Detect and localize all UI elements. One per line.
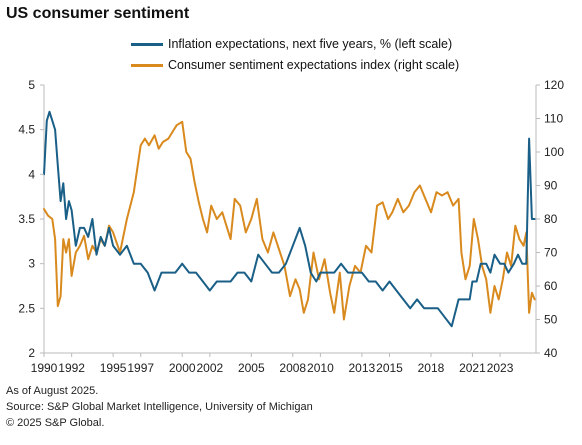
x-tick-label: 2008 bbox=[279, 361, 306, 375]
x-tick-label: 2013 bbox=[349, 361, 376, 375]
x-tick-label: 2021 bbox=[459, 361, 486, 375]
right-tick-label: 70 bbox=[544, 246, 558, 260]
footer-asof: As of August 2025. bbox=[6, 385, 99, 397]
x-tick-label: 1992 bbox=[58, 361, 85, 375]
left-tick-label: 5 bbox=[28, 78, 35, 92]
chart-title: US consumer sentiment bbox=[6, 5, 190, 22]
footer: As of August 2025. Source: S&P Global Ma… bbox=[6, 383, 313, 431]
x-tick-label: 2010 bbox=[307, 361, 334, 375]
legend-item-sentiment: Consumer sentiment expectations index (r… bbox=[131, 55, 459, 76]
right-tick-label: 60 bbox=[544, 279, 558, 293]
x-tick-label: 2015 bbox=[376, 361, 403, 375]
series-line-inflation-expectations bbox=[43, 110, 536, 328]
left-axis-ticks: 2 2.5 3 3.5 4 4.5 5 bbox=[18, 78, 44, 360]
series-layer bbox=[43, 110, 536, 328]
right-tick-label: 100 bbox=[544, 145, 564, 159]
x-tick-label: 1990 bbox=[31, 361, 58, 375]
right-tick-label: 40 bbox=[544, 346, 558, 360]
left-tick-label: 4.5 bbox=[18, 123, 35, 137]
axes bbox=[43, 85, 537, 354]
x-tick-label: 2000 bbox=[169, 361, 196, 375]
x-tick-label: 2002 bbox=[196, 361, 223, 375]
right-tick-label: 80 bbox=[544, 212, 558, 226]
x-tick-label: 1997 bbox=[127, 361, 154, 375]
right-tick-label: 110 bbox=[544, 112, 563, 126]
legend-swatch-inflation bbox=[131, 43, 163, 46]
footer-copyright: © 2025 S&P Global. bbox=[6, 417, 105, 429]
right-axis-ticks: 40 50 60 70 80 90 100 110 120 bbox=[536, 78, 564, 360]
legend-swatch-sentiment bbox=[131, 64, 163, 67]
left-tick-label: 2 bbox=[28, 346, 35, 360]
right-tick-label: 50 bbox=[544, 313, 558, 327]
legend-label-inflation: Inflation expectations, next five years,… bbox=[168, 37, 453, 51]
x-tick-label: 2005 bbox=[238, 361, 265, 375]
series-line-consumer-sentiment bbox=[43, 120, 536, 321]
x-tick-label: 2023 bbox=[487, 361, 514, 375]
left-tick-label: 3.5 bbox=[18, 212, 35, 226]
x-axis-ticks: 1990 1992 1995 1997 2000 2002 2005 2008 2010 2013… bbox=[31, 353, 514, 375]
legend: Inflation expectations, next five years,… bbox=[131, 34, 459, 76]
legend-label-sentiment: Consumer sentiment expectations index (r… bbox=[168, 58, 460, 72]
x-tick-label: 2018 bbox=[418, 361, 445, 375]
footer-source: Source: S&P Global Market Intelligence, … bbox=[6, 401, 313, 413]
left-tick-label: 4 bbox=[28, 167, 35, 181]
x-tick-label: 1995 bbox=[100, 361, 127, 375]
left-tick-label: 2.5 bbox=[18, 301, 35, 315]
left-tick-label: 3 bbox=[28, 257, 35, 271]
right-tick-label: 120 bbox=[544, 78, 564, 92]
right-tick-label: 90 bbox=[544, 179, 558, 193]
legend-item-inflation: Inflation expectations, next five years,… bbox=[131, 34, 459, 55]
